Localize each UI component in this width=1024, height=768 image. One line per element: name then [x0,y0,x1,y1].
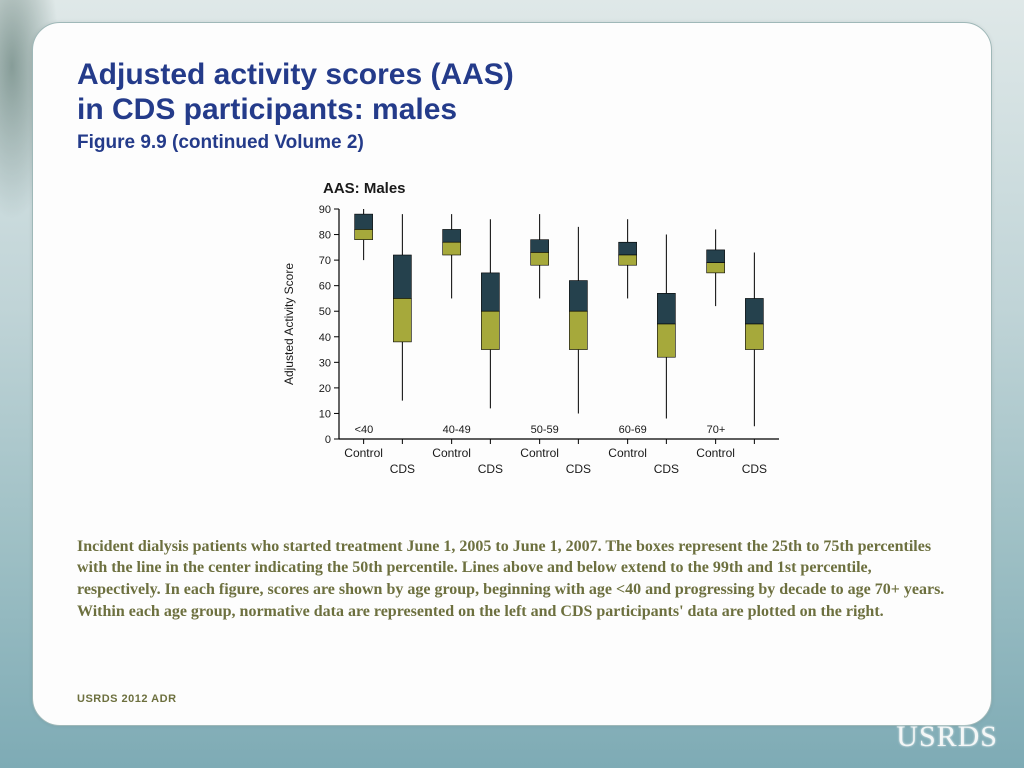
svg-text:10: 10 [319,408,331,420]
svg-text:60: 60 [319,280,331,292]
svg-text:Control: Control [432,446,471,460]
svg-text:Control: Control [608,446,647,460]
svg-text:80: 80 [319,229,331,241]
svg-text:CDS: CDS [478,462,503,476]
svg-text:Control: Control [344,446,383,460]
svg-text:CDS: CDS [390,462,415,476]
svg-text:Control: Control [520,446,559,460]
svg-text:0: 0 [325,434,331,446]
chart-container: AAS: Males 0 10 20 30 40 50 60 70 80 90 Adjusted A… [277,180,947,508]
figure-number: Figure 9.9 (continued Volume 2) [77,132,947,154]
svg-text:CDS: CDS [566,462,591,476]
svg-text:20: 20 [319,383,331,395]
svg-text:70+: 70+ [707,424,726,436]
slide-card: Adjusted activity scores (AAS) in CDS pa… [32,22,992,726]
svg-text:50-59: 50-59 [531,424,559,436]
svg-text:70: 70 [319,255,331,267]
svg-text:40: 40 [319,332,331,344]
figure-caption: Incident dialysis patients who started t… [77,536,947,622]
svg-text:50: 50 [319,306,331,318]
svg-text:40-49: 40-49 [443,424,471,436]
page-background: Adjusted activity scores (AAS) in CDS pa… [0,0,1024,768]
svg-text:<40: <40 [355,424,374,436]
svg-text:90: 90 [319,204,331,216]
svg-text:CDS: CDS [742,462,767,476]
chart-title: AAS: Males [323,180,947,197]
svg-text:Control: Control [696,446,735,460]
svg-text:60-69: 60-69 [619,424,647,436]
usrds-logo: USRDS [896,720,998,754]
svg-text:Adjusted Activity Score: Adjusted Activity Score [282,262,296,384]
slide-title-line1: Adjusted activity scores (AAS) [77,57,947,92]
svg-text:CDS: CDS [654,462,679,476]
footer-label: USRDS 2012 ADR [77,693,177,705]
svg-text:30: 30 [319,357,331,369]
slide-title-line2: in CDS participants: males [77,92,947,127]
boxplot-chart: 0 10 20 30 40 50 60 70 80 90 Adjusted Activity Sco… [277,203,797,503]
